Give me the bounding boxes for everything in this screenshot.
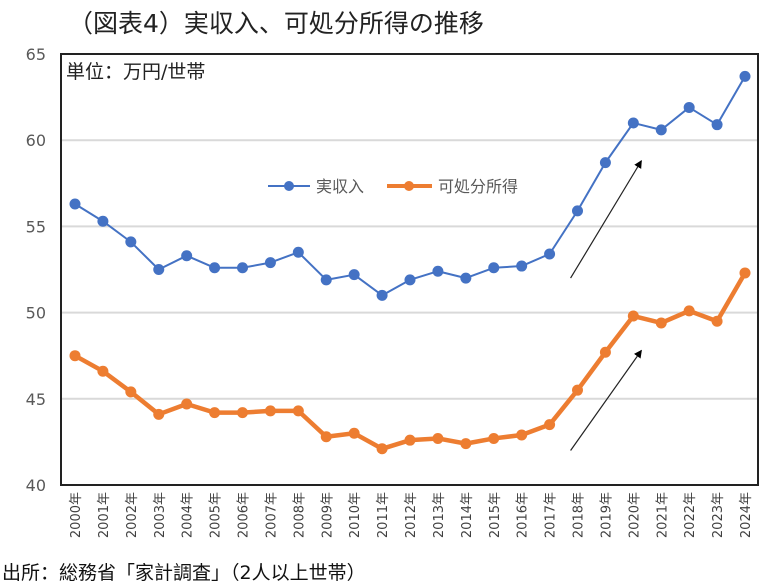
- data-point: [460, 438, 472, 450]
- x-tick-label: 2003年: [153, 492, 168, 538]
- series-line-1: [73, 271, 747, 452]
- x-tick-label: 2000年: [69, 492, 84, 538]
- x-tick-label: 2016年: [516, 492, 531, 538]
- data-point: [544, 419, 556, 431]
- x-tick-label: 2023年: [711, 492, 726, 538]
- data-point: [404, 434, 416, 446]
- x-tick-label: 2008年: [292, 492, 307, 538]
- data-point: [320, 431, 332, 443]
- gridlines: [61, 139, 758, 400]
- x-tick-label: 2019年: [599, 492, 614, 538]
- data-point: [544, 248, 556, 260]
- data-point: [376, 289, 388, 301]
- data-point: [572, 384, 583, 396]
- data-point: [627, 310, 639, 322]
- data-point: [516, 429, 528, 441]
- y-tick-label: 45: [26, 390, 46, 409]
- data-point: [97, 215, 109, 227]
- data-point: [655, 317, 667, 329]
- data-point: [320, 274, 332, 286]
- x-tick-label: 2011年: [376, 492, 391, 538]
- data-point: [181, 398, 193, 410]
- data-point: [125, 386, 137, 398]
- x-tick-label: 2005年: [209, 492, 224, 538]
- y-axis: 40 45 50 55 60 65: [26, 45, 46, 495]
- data-point: [237, 407, 248, 419]
- data-point: [376, 443, 388, 455]
- legend-label-disposable: 可処分所得: [438, 177, 518, 196]
- x-tick-label: 2002年: [125, 492, 140, 538]
- data-point: [488, 432, 500, 444]
- x-tick-label: 2013年: [432, 492, 447, 538]
- x-tick-label: 2015年: [488, 492, 503, 538]
- x-tick-label: 2012年: [404, 492, 419, 538]
- data-point: [655, 124, 667, 136]
- data-point: [711, 315, 723, 327]
- data-point: [683, 101, 695, 113]
- data-point: [348, 427, 360, 439]
- data-point: [209, 407, 221, 419]
- data-point: [69, 198, 81, 210]
- data-point: [572, 205, 583, 217]
- data-point: [432, 265, 444, 277]
- legend-marker-income: [284, 181, 294, 191]
- data-point: [153, 408, 165, 420]
- x-axis: 2000年 2001年 2002年 2003年 2004年 2005年 2006年 2007年…: [69, 492, 754, 538]
- x-tick-label: 2009年: [320, 492, 335, 538]
- legend: 実収入 可処分所得: [268, 177, 518, 196]
- legend-marker-disposable: [404, 181, 414, 191]
- data-point: [292, 405, 304, 417]
- y-tick-label: 40: [26, 476, 46, 495]
- data-point: [97, 365, 109, 377]
- y-tick-label: 60: [26, 131, 46, 150]
- data-point: [348, 269, 360, 281]
- legend-label-income: 実収入: [316, 177, 364, 196]
- data-point: [237, 262, 248, 274]
- data-point: [683, 305, 695, 317]
- data-point: [739, 70, 751, 82]
- unit-label: 単位：万円/世帯: [66, 61, 205, 83]
- data-point: [432, 432, 444, 444]
- data-point: [711, 119, 723, 131]
- data-point: [292, 246, 304, 258]
- data-point: [460, 272, 472, 284]
- x-tick-label: 2004年: [181, 492, 196, 538]
- data-point: [599, 346, 611, 358]
- series: [69, 70, 751, 455]
- x-tick-label: 2006年: [237, 492, 252, 538]
- data-point: [516, 260, 528, 272]
- chart-title: （図表4）実収入、可処分所得の推移: [68, 9, 484, 38]
- trend-arrow: [570, 349, 642, 451]
- x-tick-label: 2021年: [655, 492, 670, 538]
- data-point: [404, 274, 416, 286]
- y-tick-label: 55: [26, 217, 46, 236]
- data-point: [488, 262, 500, 274]
- x-tick-label: 2014年: [460, 492, 475, 538]
- data-point: [264, 405, 276, 417]
- plot-frame: [60, 53, 759, 486]
- data-point: [599, 157, 611, 169]
- x-tick-label: 2020年: [627, 492, 642, 538]
- x-tick-label: 2022年: [683, 492, 698, 538]
- x-tick-label: 2024年: [739, 492, 754, 538]
- data-point: [69, 350, 81, 362]
- x-tick-label: 2017年: [544, 492, 559, 538]
- x-tick-label: 2007年: [264, 492, 279, 538]
- annotations: [570, 160, 642, 451]
- y-tick-label: 65: [26, 45, 46, 64]
- x-tick-label: 2018年: [572, 492, 587, 538]
- trend-arrow: [570, 160, 642, 279]
- x-tick-label: 2010年: [348, 492, 363, 538]
- y-tick-label: 50: [26, 304, 46, 323]
- data-point: [181, 250, 193, 262]
- data-point: [264, 257, 276, 269]
- data-point: [125, 236, 137, 248]
- data-point: [153, 264, 165, 275]
- x-tick-label: 2001年: [97, 492, 112, 538]
- data-point: [209, 262, 221, 274]
- data-point: [627, 117, 639, 129]
- data-point: [739, 267, 751, 279]
- source-note: 出所：総務省「家計調査」（2人以上世帯）: [2, 562, 366, 584]
